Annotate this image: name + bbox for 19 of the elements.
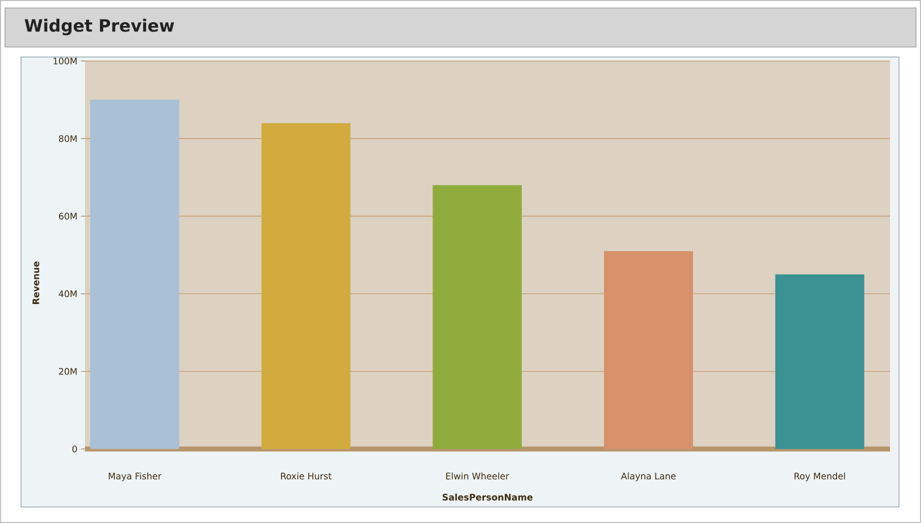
bar [261,123,350,449]
x-axis-title: SalesPersonName [442,494,533,501]
chart-title: Widget Preview [24,18,174,36]
x-tick-label: Elwin Wheeler [446,472,510,480]
bar [604,251,694,449]
y-tick-label: 0 [72,446,77,452]
y-axis-title: Revenue [32,261,40,304]
y-tick-label: 40M [58,290,77,298]
y-tick-label: 20M [59,368,77,375]
x-tick-label: Maya Fisher [108,472,162,482]
x-tick-label: Alayna Lane [621,472,676,482]
y-tick-label: 60M [58,212,77,220]
y-tick-label: 100M [54,58,77,64]
x-tick-label: Roy Mendel [794,472,845,482]
y-tick-label: 80M [58,135,77,142]
bar [432,185,522,449]
x-tick-label: Roxie Hurst [281,472,332,480]
bar [90,100,180,449]
bar [775,274,864,449]
